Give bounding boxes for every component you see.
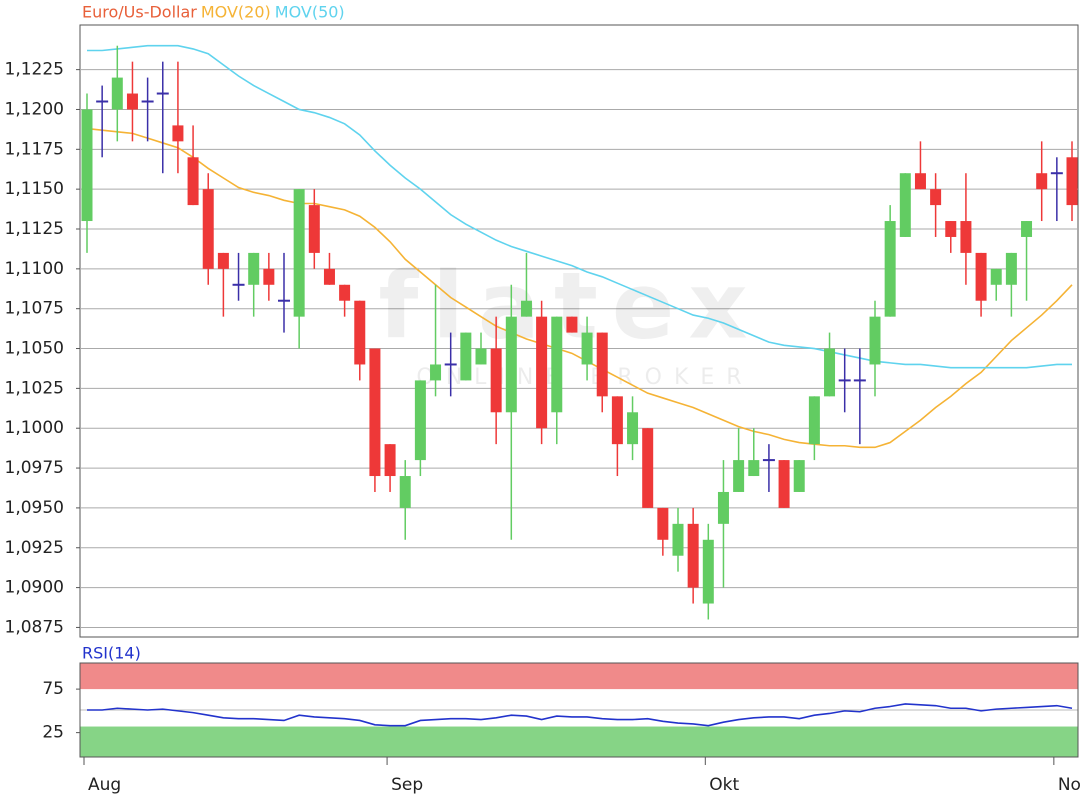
- legend-entry: Euro/Us-Dollar: [82, 3, 197, 22]
- rsi-frame: [79, 662, 1079, 758]
- candle-body: [399, 476, 411, 508]
- candle-body: [975, 252, 987, 301]
- candle-body: [536, 316, 548, 429]
- candle-body: [611, 396, 623, 445]
- candle-body: [733, 460, 745, 492]
- candle-body: [566, 316, 578, 333]
- y-tick-label: 1,1175: [5, 139, 64, 159]
- candle-body: [460, 332, 472, 381]
- y-tick-label: 1,0900: [5, 578, 64, 598]
- rsi-band: [80, 726, 1078, 757]
- candle-body: [172, 125, 184, 142]
- candle-body: [490, 348, 502, 413]
- line: [86, 127, 1073, 449]
- line: [87, 44, 1072, 369]
- watermark: flatex: [378, 252, 761, 359]
- candle-body: [672, 523, 684, 556]
- y-tick-label: 1,0975: [5, 458, 64, 478]
- x-tick-label: Okt: [709, 775, 739, 795]
- candle-body: [717, 491, 729, 524]
- candle-body: [687, 523, 699, 588]
- candle-body: [354, 300, 366, 365]
- y-tick-label: 1,0875: [5, 617, 64, 637]
- candle-body: [869, 316, 881, 365]
- rsi-band: [80, 663, 1078, 690]
- candle-body: [293, 189, 305, 317]
- candle-body: [248, 252, 260, 285]
- y-tick-label: 1,1075: [5, 299, 64, 319]
- y-tick-label: 1,1225: [5, 60, 64, 80]
- candle-body: [793, 460, 805, 492]
- candle-body: [475, 348, 487, 365]
- candle-body: [263, 268, 275, 285]
- y-tick-label: 1,1200: [5, 99, 64, 119]
- candle-body: [430, 364, 442, 381]
- legend-entry: MOV(50): [275, 3, 345, 22]
- y-tick-label: 1,1125: [5, 219, 64, 239]
- candle-body: [505, 316, 517, 413]
- legend-entry: MOV(20): [201, 3, 271, 22]
- candle-body: [1036, 173, 1048, 190]
- candle-body: [702, 539, 714, 604]
- candle-body: [808, 396, 820, 445]
- y-tick-label: 1,1025: [5, 378, 64, 398]
- candle-body: [551, 316, 563, 413]
- candle-body: [914, 173, 926, 190]
- x-tick-label: No: [1058, 775, 1080, 795]
- candle-body: [202, 189, 214, 269]
- y-tick-label: 25: [42, 723, 64, 743]
- candle-body: [323, 268, 335, 285]
- y-tick-label: 1,0950: [5, 498, 64, 518]
- candle-body: [111, 77, 123, 110]
- candle-body: [642, 428, 654, 508]
- x-tick-label: Aug: [88, 775, 121, 795]
- candle-body: [126, 93, 138, 110]
- candle-body: [899, 173, 911, 237]
- y-tick-label: 1,1050: [5, 339, 64, 359]
- candle-body: [960, 221, 972, 253]
- y-tick-label: 1,1150: [5, 179, 64, 199]
- candle-body: [1066, 157, 1078, 206]
- candle-body: [369, 348, 381, 477]
- candle-body: [990, 268, 1002, 285]
- candle-body: [657, 507, 669, 540]
- y-tick-label: 1,1000: [5, 418, 64, 438]
- candle-body: [384, 444, 396, 477]
- candle-body: [520, 300, 532, 317]
- candle-body: [581, 332, 593, 365]
- x-tick-label: Sep: [391, 775, 423, 795]
- candle-body: [945, 221, 957, 237]
- candle-body: [824, 348, 836, 397]
- line: [87, 703, 1073, 727]
- candle-body: [596, 332, 608, 397]
- candle-body: [81, 109, 93, 222]
- plot-area: [79, 24, 1079, 638]
- candle-body: [627, 412, 639, 445]
- candle-body: [884, 221, 896, 317]
- y-tick-label: 1,1100: [5, 259, 64, 279]
- candle-body: [1005, 252, 1017, 285]
- candle-body: [308, 205, 320, 253]
- candle-body: [217, 252, 229, 269]
- candle-body: [778, 460, 790, 508]
- candle-body: [930, 189, 942, 206]
- candle-body: [414, 380, 426, 461]
- y-tick-label: 1,0925: [5, 538, 64, 558]
- rsi-title: RSI(14): [82, 644, 141, 663]
- y-tick-label: 75: [42, 679, 64, 699]
- candle-body: [1021, 221, 1033, 237]
- candle-body: [339, 284, 351, 301]
- candle-body: [748, 460, 760, 477]
- candle-body: [187, 157, 199, 206]
